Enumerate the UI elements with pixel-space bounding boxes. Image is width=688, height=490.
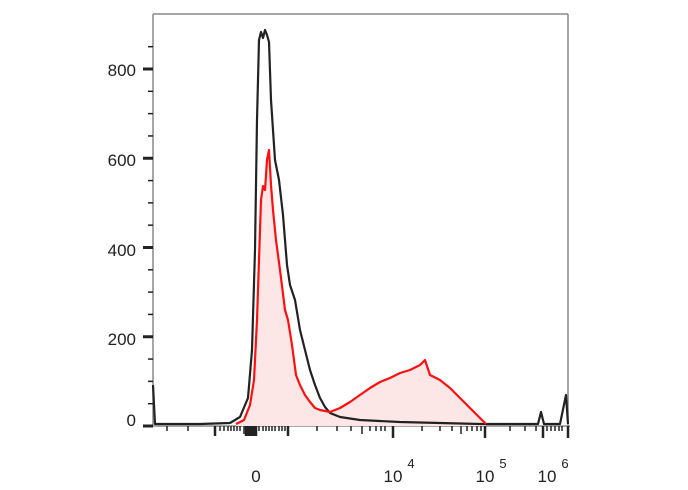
y-label-800: 800 [108,61,136,80]
plot-frame [150,13,570,427]
control-histogram-line [151,28,570,426]
x-label-1e6-base: 10 [538,467,557,486]
x-axis-ticks [166,426,570,438]
y-label-200: 200 [108,330,136,349]
x-label-1e4-exp: 4 [407,456,414,471]
y-label-0: 0 [127,411,136,430]
y-axis-labels: 800 600 400 200 0 [108,61,136,430]
stained-histogram-line [235,148,487,425]
x-label-1e5-exp: 5 [499,456,506,471]
x-label-1e6-exp: 6 [561,456,568,471]
y-label-400: 400 [108,241,136,260]
x-label-0: 0 [251,467,260,486]
y-label-600: 600 [108,151,136,170]
stained-histogram-fill [236,150,486,426]
x-label-1e5-base: 10 [476,467,495,486]
y-axis-ticks [143,45,153,428]
x-label-1e4-base: 10 [384,467,403,486]
x-axis-labels: 0 10 4 10 5 10 6 [251,456,568,486]
